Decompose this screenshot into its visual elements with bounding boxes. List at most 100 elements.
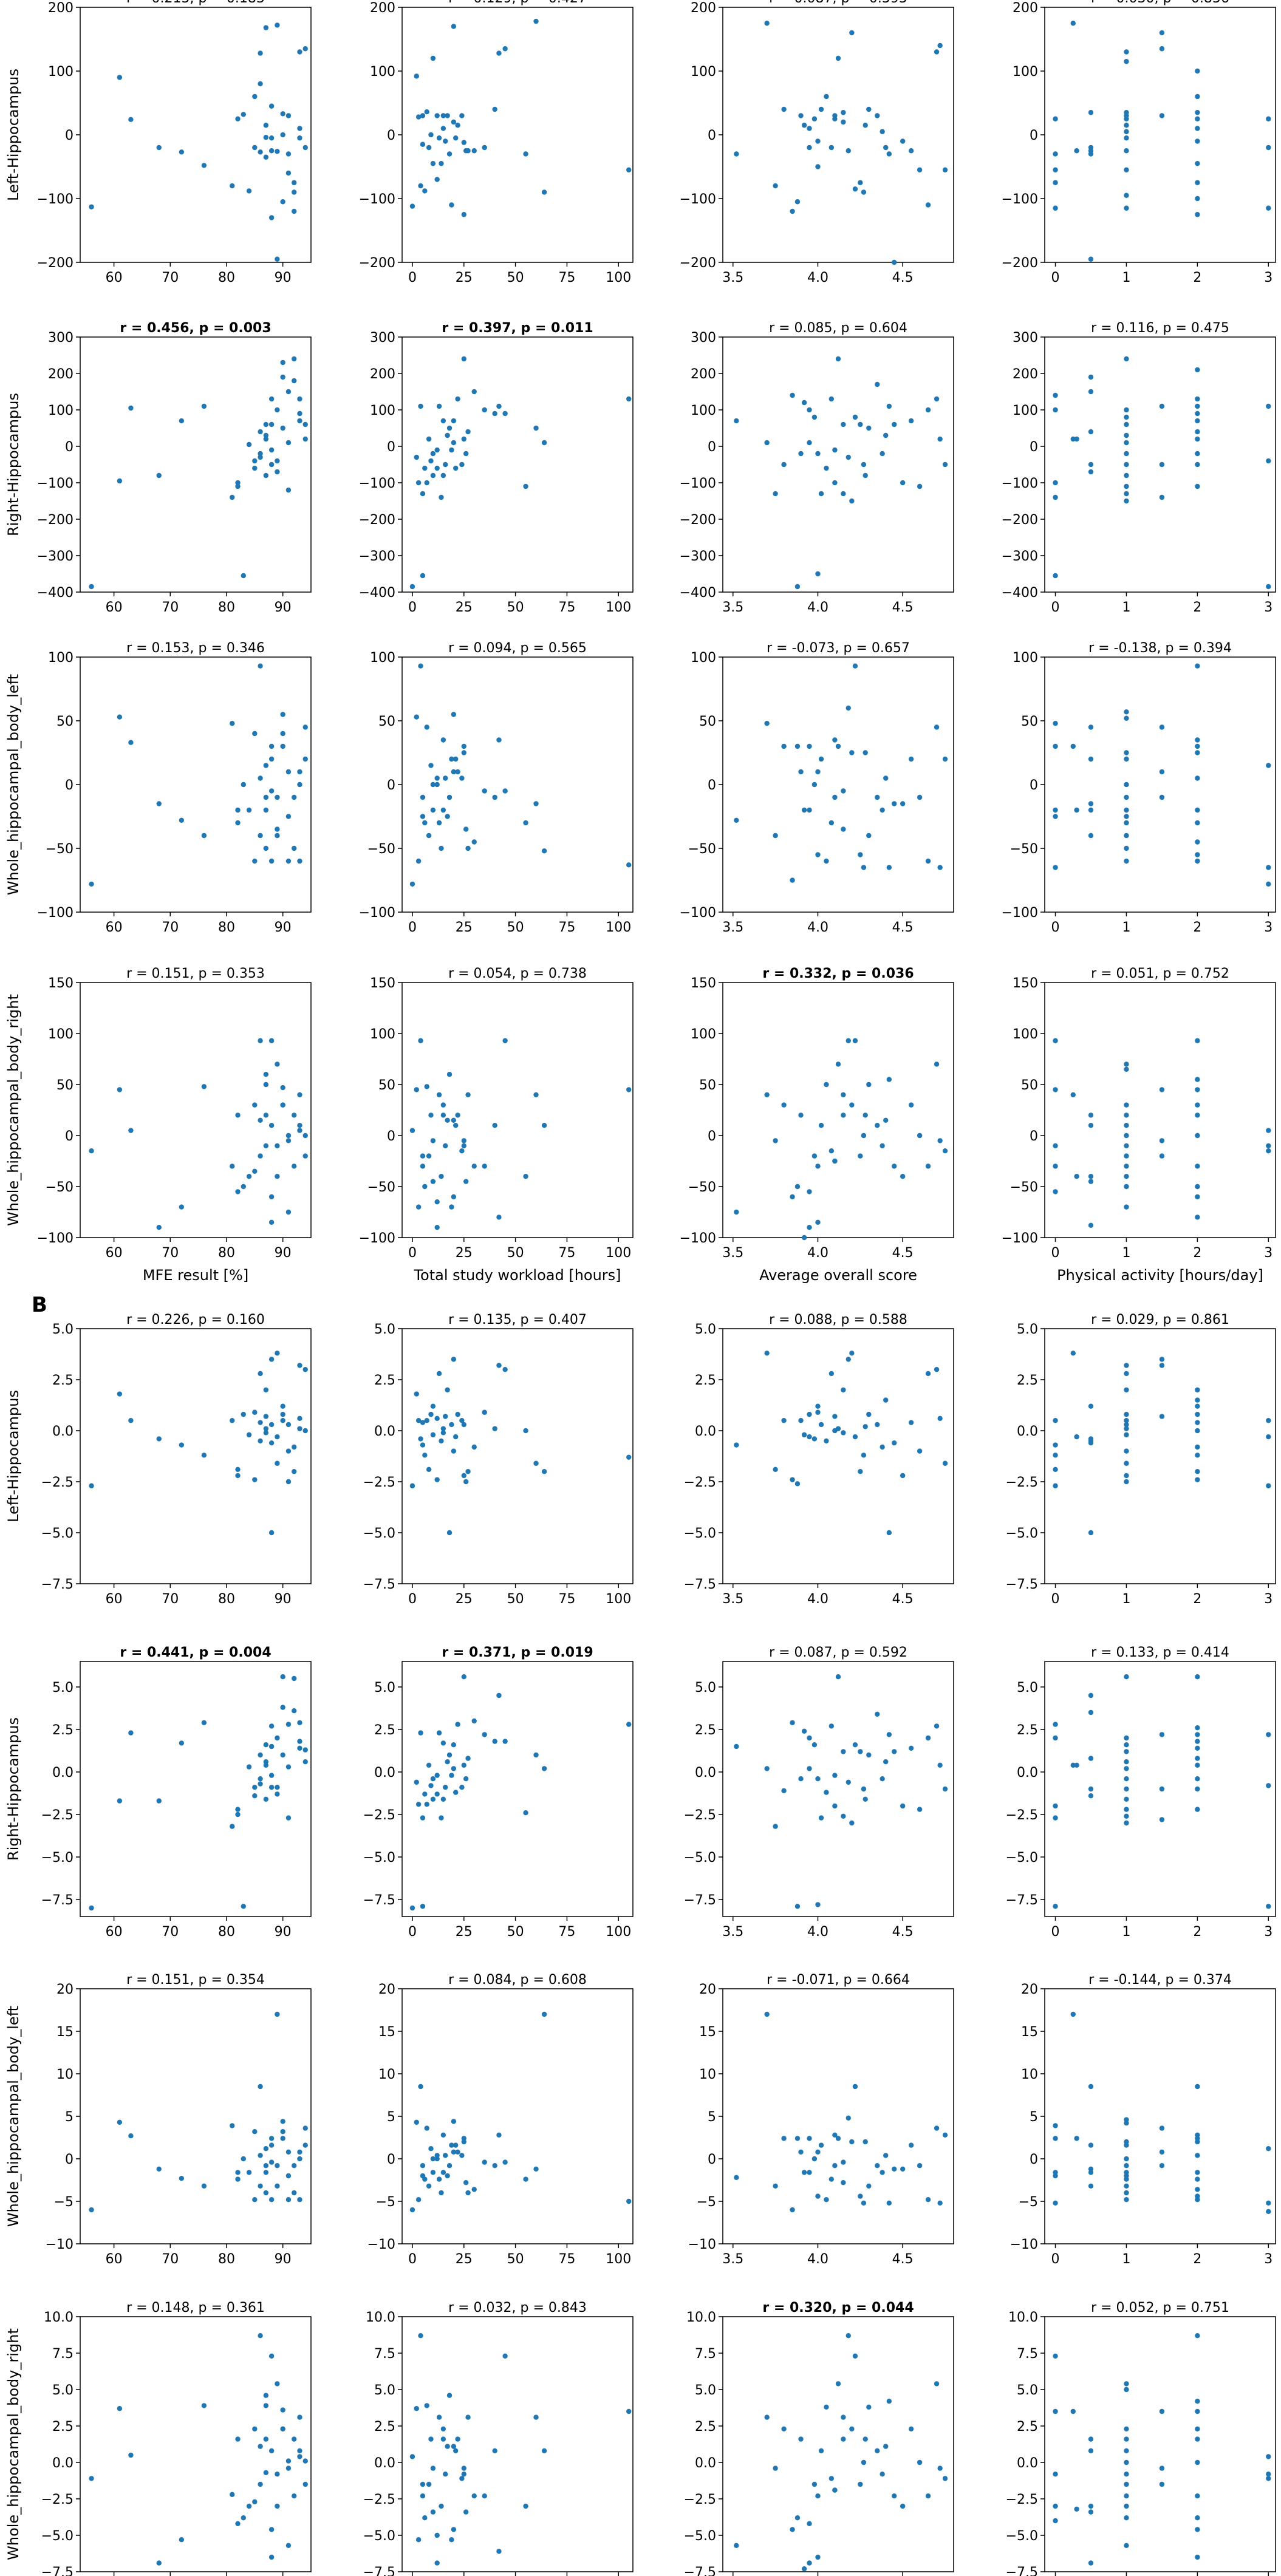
data-point bbox=[455, 1412, 460, 1417]
data-point bbox=[235, 117, 240, 121]
y-axis-label: Right-Hippocampus bbox=[5, 1717, 22, 1861]
data-point bbox=[1266, 1418, 1271, 1423]
y-tick-label: −50 bbox=[367, 1180, 395, 1195]
y-tick-label: 200 bbox=[691, 1, 716, 16]
x-tick-label: 25 bbox=[456, 1592, 473, 1607]
data-point bbox=[861, 462, 866, 467]
data-point bbox=[428, 132, 433, 137]
data-point bbox=[441, 1797, 446, 1802]
data-point bbox=[445, 1118, 449, 1123]
y-tick-label: −5 bbox=[697, 2195, 716, 2210]
data-point bbox=[465, 2190, 470, 2195]
data-point bbox=[802, 2566, 807, 2571]
data-point bbox=[258, 1776, 262, 1781]
data-point bbox=[157, 1436, 162, 1441]
data-point bbox=[773, 833, 777, 838]
x-tick-label: 4.0 bbox=[807, 270, 828, 285]
data-point bbox=[1124, 2436, 1129, 2441]
scatter-figure: Br = 0.215, p = 0.183−200−10001002006070… bbox=[0, 0, 1281, 2576]
data-point bbox=[275, 1143, 279, 1148]
x-tick-label: 0 bbox=[1051, 920, 1060, 935]
data-point bbox=[463, 451, 468, 456]
data-point bbox=[734, 151, 739, 156]
data-point bbox=[790, 2207, 794, 2212]
data-point bbox=[1266, 117, 1271, 121]
data-point bbox=[252, 1785, 257, 1790]
data-point bbox=[1195, 451, 1200, 456]
data-point bbox=[1160, 1363, 1164, 1368]
data-point bbox=[292, 378, 296, 383]
data-point bbox=[1195, 2197, 1200, 2202]
y-tick-label: −400 bbox=[37, 585, 73, 601]
data-point bbox=[1053, 2136, 1057, 2141]
x-tick-label: 3.5 bbox=[722, 2252, 743, 2267]
data-point bbox=[157, 2560, 162, 2565]
y-tick-label: 0 bbox=[708, 440, 716, 455]
data-point bbox=[1053, 2409, 1057, 2414]
data-point bbox=[426, 1153, 431, 1158]
data-point bbox=[425, 1802, 429, 1807]
data-point bbox=[258, 2444, 262, 2448]
y-tick-label: 0 bbox=[1030, 1129, 1038, 1144]
data-point bbox=[1195, 2493, 1200, 2498]
data-point bbox=[832, 2163, 837, 2168]
data-point bbox=[841, 788, 845, 793]
data-point bbox=[1124, 148, 1129, 153]
data-point bbox=[455, 1722, 460, 1726]
data-point bbox=[465, 1092, 470, 1097]
data-point bbox=[431, 782, 436, 787]
data-point bbox=[1160, 30, 1164, 35]
x-tick-label: 50 bbox=[507, 1592, 524, 1607]
data-point bbox=[280, 744, 285, 749]
data-point bbox=[807, 1736, 811, 1740]
data-point bbox=[437, 2176, 442, 2181]
data-point bbox=[416, 2197, 421, 2202]
data-point bbox=[451, 2150, 456, 2155]
data-point bbox=[815, 1776, 820, 1781]
data-point bbox=[472, 2493, 477, 2498]
y-tick-label: 100 bbox=[370, 64, 395, 80]
data-point bbox=[815, 852, 820, 857]
data-point bbox=[1195, 212, 1200, 217]
y-tick-label: 0.0 bbox=[1017, 1424, 1038, 1439]
y-tick-label: −100 bbox=[1002, 192, 1038, 207]
scatter-panel: r = -0.071, p = 0.664−10−5051015203.5 4.0… bbox=[688, 1972, 954, 2267]
data-point bbox=[303, 757, 308, 762]
data-point bbox=[523, 2504, 528, 2509]
data-point bbox=[258, 149, 262, 154]
data-point bbox=[790, 209, 794, 214]
data-point bbox=[264, 2470, 268, 2475]
data-point bbox=[926, 2197, 931, 2202]
data-point bbox=[1195, 1746, 1200, 1751]
data-point bbox=[418, 1436, 423, 1441]
x-tick-label: 80 bbox=[218, 1924, 235, 1940]
data-point bbox=[275, 469, 279, 474]
data-point bbox=[269, 744, 274, 749]
data-point bbox=[264, 433, 268, 438]
data-point bbox=[451, 1118, 456, 1123]
data-point bbox=[235, 1467, 240, 1472]
data-point bbox=[917, 2163, 922, 2168]
data-point bbox=[1088, 257, 1093, 262]
data-point bbox=[1124, 1821, 1129, 1825]
x-axis-label: Physical activity [hours/day] bbox=[1057, 1267, 1263, 1284]
data-point bbox=[280, 1753, 285, 1757]
data-point bbox=[1195, 839, 1200, 844]
panel-title: r = 0.151, p = 0.353 bbox=[126, 966, 265, 981]
data-point bbox=[502, 46, 507, 51]
data-point bbox=[937, 437, 942, 441]
data-point bbox=[1088, 1403, 1093, 1408]
scatter-panel: r = 0.148, p = 0.361−7.5−5.0−2.50.02.55.… bbox=[5, 2300, 311, 2576]
panel-title: r = 0.032, p = 0.843 bbox=[448, 2300, 587, 2315]
data-point bbox=[807, 2521, 811, 2526]
y-tick-label: 20 bbox=[699, 1982, 716, 1997]
data-point bbox=[1053, 1418, 1057, 1423]
data-point bbox=[1195, 1787, 1200, 1791]
data-point bbox=[492, 1123, 497, 1128]
data-point bbox=[463, 1776, 468, 1781]
data-point bbox=[1124, 451, 1129, 456]
data-point bbox=[1160, 113, 1164, 118]
data-point bbox=[264, 135, 268, 140]
data-point bbox=[235, 2176, 240, 2181]
data-point bbox=[241, 2156, 246, 2161]
